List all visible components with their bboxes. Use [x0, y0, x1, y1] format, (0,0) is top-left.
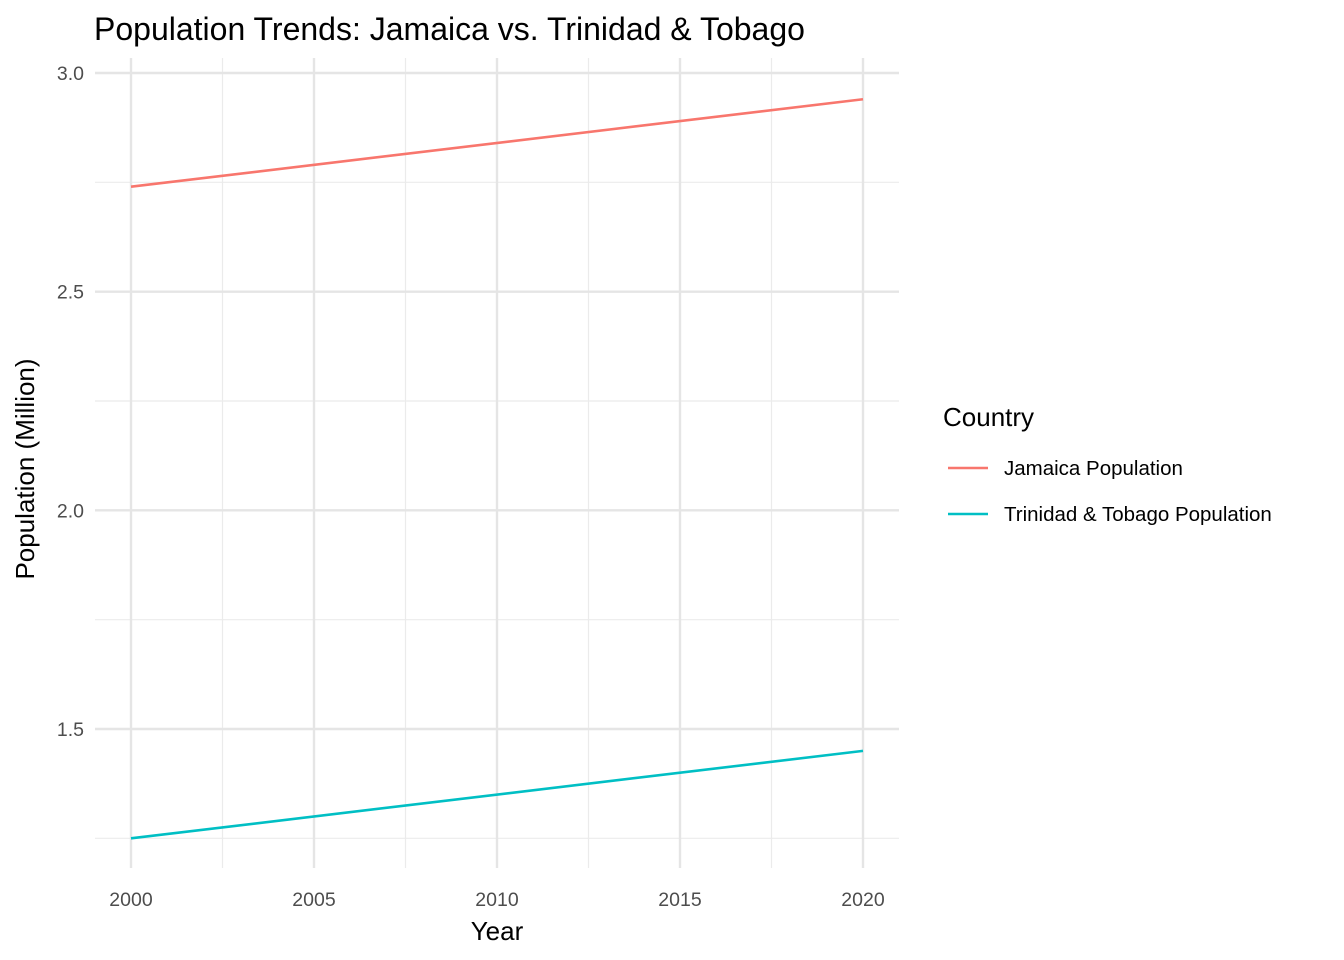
y-axis-ticks: 1.5 2.0 2.5 3.0	[57, 63, 84, 741]
y-tick-label: 3.0	[57, 63, 84, 85]
legend-title: Country	[943, 402, 1034, 432]
x-tick-label: 2015	[658, 889, 702, 911]
x-tick-label: 2005	[292, 889, 336, 911]
legend-label: Trinidad & Tobago Population	[1004, 503, 1272, 526]
x-tick-label: 2000	[109, 889, 153, 911]
y-tick-label: 1.5	[57, 719, 84, 741]
series-lines	[130, 97, 864, 840]
y-tick-label: 2.5	[57, 282, 84, 304]
major-gridlines	[95, 58, 899, 868]
x-axis-ticks: 2000 2005 2010 2015 2020	[109, 889, 885, 911]
series-line	[130, 97, 864, 188]
chart-title: Population Trends: Jamaica vs. Trinidad …	[94, 11, 805, 47]
legend-label: Jamaica Population	[1004, 457, 1183, 480]
legend: Country Jamaica Population Trinidad & Tob…	[943, 402, 1272, 526]
x-tick-label: 2020	[841, 889, 885, 911]
x-tick-label: 2010	[475, 889, 519, 911]
y-tick-label: 2.0	[57, 500, 84, 522]
series-line	[130, 749, 864, 840]
x-axis-title: Year	[471, 916, 524, 946]
y-axis-title: Population (Million)	[10, 358, 40, 579]
legend-items: Jamaica Population Trinidad & Tobago Popu…	[948, 457, 1272, 526]
